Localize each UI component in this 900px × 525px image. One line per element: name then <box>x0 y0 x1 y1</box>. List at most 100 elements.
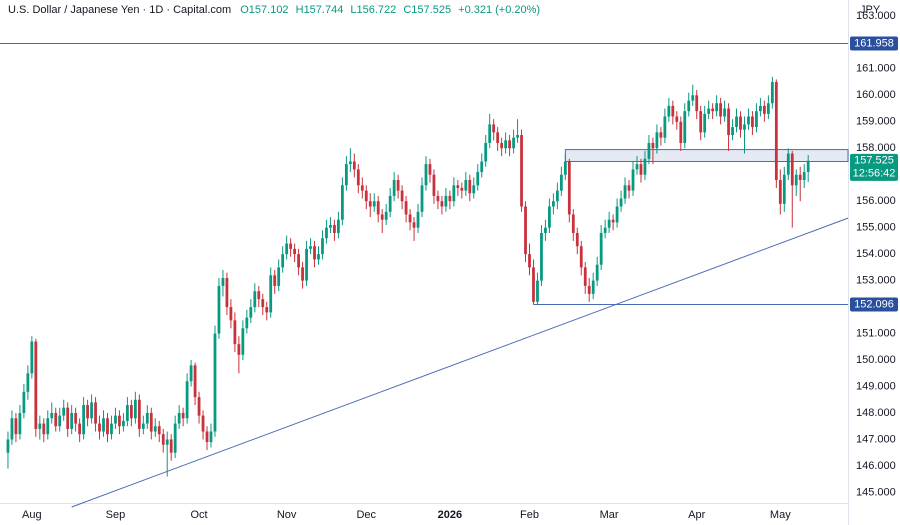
candle-body <box>10 418 14 440</box>
candle-body <box>122 420 125 427</box>
candle-body <box>563 161 567 175</box>
candle-body <box>747 116 750 125</box>
candle-body <box>289 243 293 249</box>
candle-body <box>528 254 531 268</box>
candle-body <box>22 391 26 413</box>
candle-body <box>428 164 432 175</box>
candle-body <box>388 195 392 212</box>
candle-body <box>217 285 221 334</box>
candle-body <box>201 415 205 432</box>
candle-body <box>90 402 93 419</box>
candle-body <box>38 423 42 429</box>
y-tick-label: 148.000 <box>856 407 896 419</box>
candle-body <box>293 248 297 255</box>
candle-body <box>715 103 719 112</box>
candle-body <box>651 142 655 149</box>
change-label: +0.321 (+0.20%) <box>458 4 540 16</box>
candle-body <box>58 415 62 427</box>
candle-body <box>727 108 730 136</box>
candle-body <box>329 225 332 228</box>
candle-body <box>317 254 320 260</box>
candle-body <box>50 412 54 419</box>
candle-body <box>587 285 591 294</box>
candle-body <box>416 211 420 228</box>
candle-body <box>74 412 78 424</box>
candle-body <box>512 137 515 149</box>
candle-body <box>181 412 185 419</box>
y-tick-label: 159.000 <box>856 116 896 128</box>
candle-body <box>6 439 10 453</box>
candle-body <box>257 291 261 300</box>
candle-body <box>66 407 70 429</box>
candle-body <box>567 161 571 215</box>
candle-body <box>237 344 241 355</box>
candle-body <box>496 132 500 143</box>
candle-body <box>751 116 754 128</box>
candle-body <box>504 140 508 149</box>
candle-body <box>452 185 456 202</box>
candle-body <box>321 238 324 255</box>
candle-body <box>464 180 468 191</box>
x-tick-label: Dec <box>356 509 376 521</box>
candle-body <box>595 264 599 281</box>
candle-body <box>671 105 675 117</box>
candle-body <box>468 180 472 194</box>
candle-body <box>42 423 46 435</box>
y-tick-label: 150.000 <box>856 354 896 366</box>
candle-body <box>778 180 782 204</box>
candle-body <box>165 439 169 445</box>
candle-body <box>794 174 798 186</box>
candle-body <box>723 108 726 117</box>
candle-body <box>766 103 770 114</box>
candle-body <box>627 185 631 191</box>
candle-body <box>599 232 603 265</box>
candle-body <box>110 423 113 435</box>
header: U.S. Dollar / Japanese Yen · 1D · Capita… <box>8 4 540 16</box>
y-tick-label: 155.000 <box>856 222 896 234</box>
candle-body <box>806 160 810 173</box>
low-label: L156.722 <box>350 4 396 16</box>
candle-body <box>245 317 249 329</box>
candle-body <box>480 161 484 173</box>
candle-body <box>70 412 74 429</box>
candle-body <box>675 116 679 122</box>
candle-body <box>631 169 635 191</box>
candle-body <box>18 412 22 435</box>
candle-body <box>687 100 691 112</box>
candle-body <box>695 95 699 112</box>
currency: JPY <box>860 4 881 16</box>
candle-body <box>739 116 742 130</box>
candle-body <box>770 82 774 104</box>
candle-body <box>273 275 277 286</box>
candle-body <box>277 267 281 286</box>
x-tick-label: Oct <box>190 509 207 521</box>
candle-body <box>508 140 511 149</box>
candle-body <box>46 418 50 435</box>
candle-body <box>62 407 66 416</box>
candle-body <box>126 405 129 421</box>
candle-body <box>763 105 766 114</box>
y-tick-label: 160.000 <box>856 89 896 101</box>
candle-body <box>412 222 416 228</box>
candle-body <box>516 135 519 138</box>
candle-body <box>707 108 711 114</box>
level-price-label: 152.096 <box>854 298 894 310</box>
candle-body <box>169 439 173 453</box>
x-tick-label: Nov <box>277 509 297 521</box>
y-tick-label: 163.000 <box>856 10 896 22</box>
candle-body <box>540 232 543 281</box>
candle-body <box>619 198 623 207</box>
trendline <box>71 217 849 508</box>
candle-body <box>177 412 181 424</box>
x-tick-label: Sep <box>106 509 126 521</box>
candle-body <box>94 402 97 424</box>
candle-body <box>297 254 300 268</box>
candle-body <box>551 201 555 207</box>
candle-body <box>647 142 651 159</box>
candle-body <box>265 307 269 313</box>
candle-body <box>711 108 715 112</box>
candle-body <box>607 219 611 228</box>
candle-body <box>615 206 619 223</box>
candle-body <box>544 227 547 233</box>
candle-body <box>82 405 85 435</box>
